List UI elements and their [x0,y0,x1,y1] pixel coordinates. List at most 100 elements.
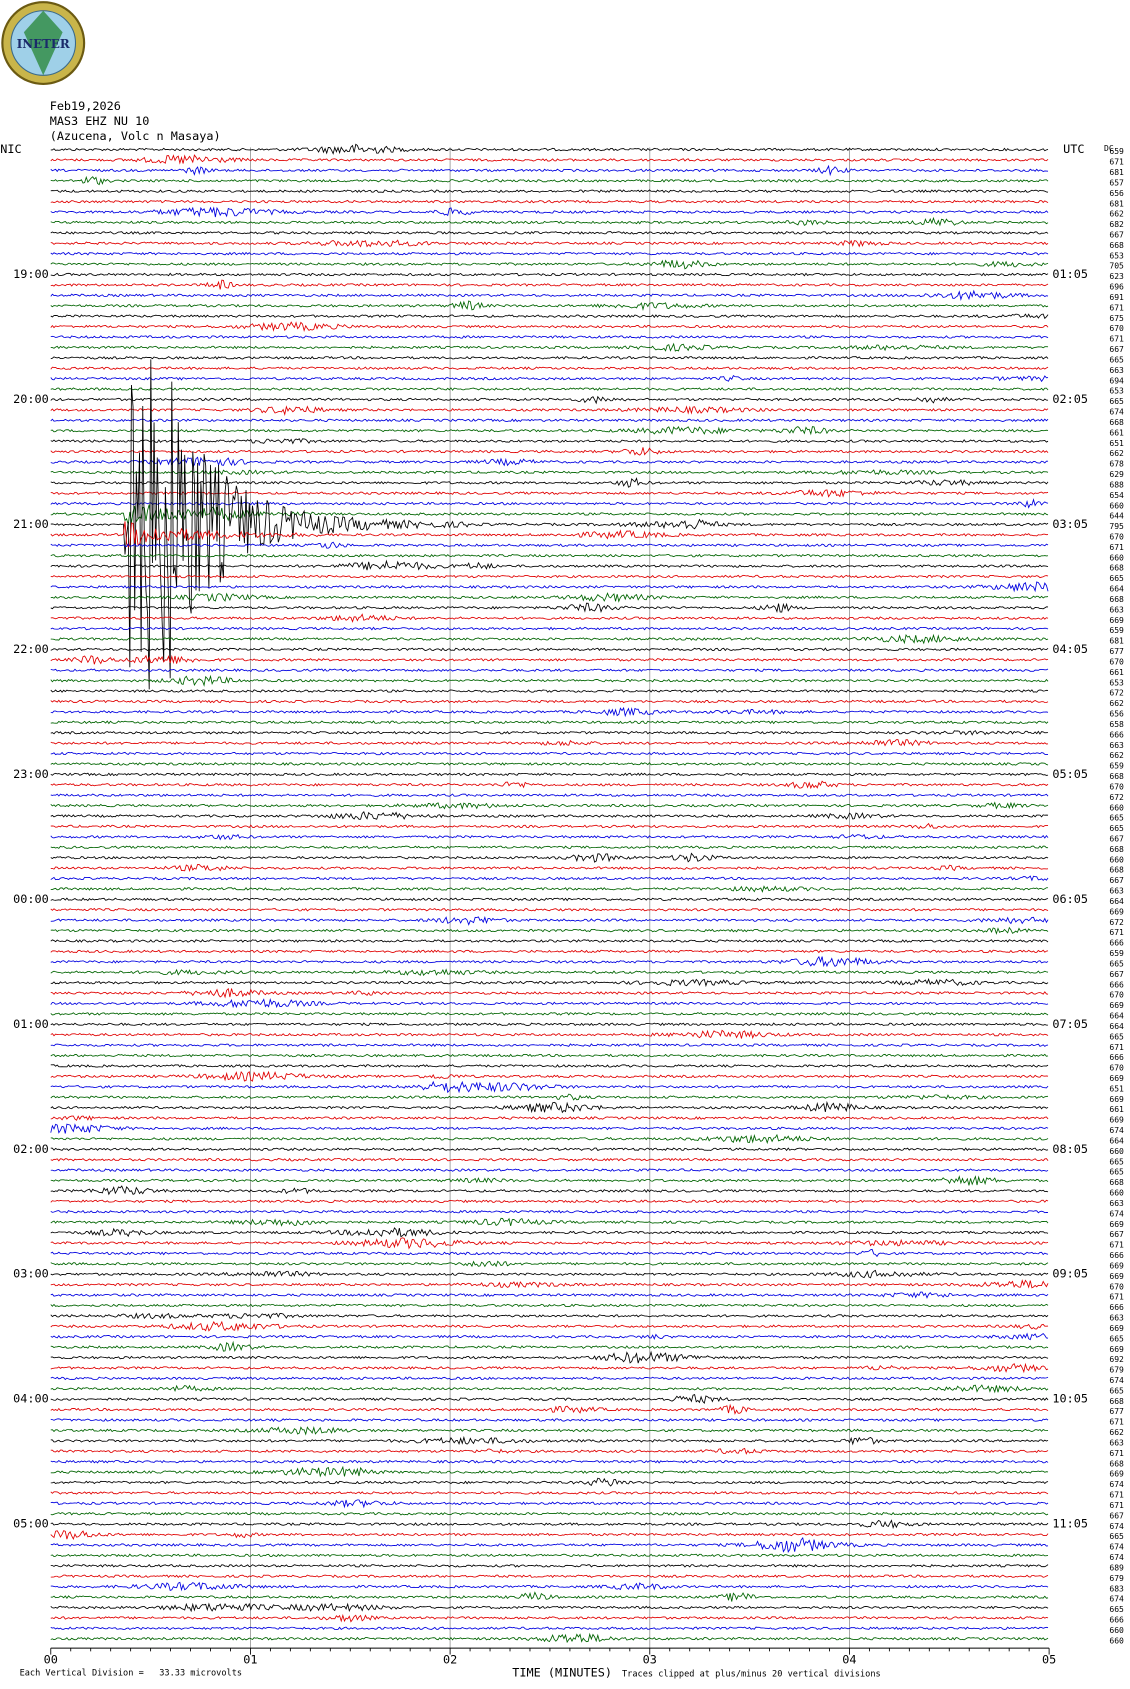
dc-value: 671 [1109,1418,1124,1427]
trace [50,1312,1049,1320]
trace [50,1632,1049,1644]
dc-value: 681 [1109,199,1124,208]
dc-value: 669 [1109,1095,1124,1104]
trace [50,199,1049,204]
dc-value: 688 [1109,480,1124,489]
date: Feb19,2026 [50,99,121,113]
dc-value: 656 [1109,189,1124,198]
trace [50,739,1049,747]
dc-value: 660 [1109,1147,1124,1156]
trace [50,1519,1049,1530]
dc-value: 668 [1109,1459,1124,1468]
trace [50,1147,1049,1152]
dc-value: 661 [1109,1105,1124,1114]
dc-value: 659 [1109,949,1124,958]
x-tick-label: 02 [443,1652,457,1666]
trace [50,1029,1049,1040]
trace [50,418,1049,423]
trace [50,1425,1049,1436]
dc-value: 662 [1109,449,1124,458]
trace [50,699,1049,704]
trace [50,833,1049,841]
local-time-label: 00:00 [13,892,49,906]
trace [50,426,1049,436]
dc-value: 671 [1109,1241,1124,1250]
trace [50,926,1049,935]
dc-value: 665 [1109,824,1124,833]
dc-value: 666 [1109,939,1124,948]
trace [50,1011,1049,1016]
dc-value: 669 [1109,1345,1124,1354]
dc-value: 663 [1109,1314,1124,1323]
trace [50,626,1049,631]
dc-value: 665 [1109,1168,1124,1177]
dc-value: 667 [1109,230,1124,239]
dc-value: 663 [1109,605,1124,614]
trace [50,845,1049,850]
logo-text: INETER [17,37,70,51]
dc-value: 663 [1109,1199,1124,1208]
dc-value: 653 [1109,251,1124,260]
dc-value: 653 [1109,678,1124,687]
trace [50,154,1049,165]
dc-value: 666 [1109,980,1124,989]
dc-value: 665 [1109,574,1124,583]
dc-value: 669 [1109,1001,1124,1010]
trace [50,1447,1049,1455]
trace [50,231,1049,235]
dc-value: 694 [1109,376,1124,385]
dc-value: 671 [1109,1501,1124,1510]
trace [50,1459,1049,1464]
trace [50,574,1049,579]
logo: INETER [1,1,86,85]
trace [50,793,1049,797]
trace [50,1227,1049,1238]
dc-value: 678 [1109,460,1124,469]
trace [50,438,1049,445]
dc-label: DC [1104,144,1114,153]
trace [50,469,1049,476]
local-time-label: 04:00 [13,1392,49,1406]
trace [50,504,1049,525]
x-axis-title: TIME (MINUTES) [512,1665,612,1679]
dc-value: 670 [1109,657,1124,666]
dc-value: 670 [1109,1064,1124,1073]
dc-value: 677 [1109,647,1124,656]
trace [50,1384,1049,1394]
dc-value: 672 [1109,918,1124,927]
trace [50,592,1049,603]
trace [50,1403,1049,1415]
trace [50,968,1049,976]
trace [50,1260,1049,1268]
trace [50,1418,1049,1422]
dc-value: 674 [1109,1522,1124,1531]
local-time-label: 02:00 [13,1142,49,1156]
dc-value: 623 [1109,272,1124,281]
dc-value: 669 [1109,1074,1124,1083]
dc-value: 674 [1109,1595,1124,1604]
dc-value: 665 [1109,1532,1124,1541]
dc-value: 671 [1109,158,1124,167]
dc-value: 671 [1109,1293,1124,1302]
dc-value: 670 [1109,324,1124,333]
trace [50,1043,1049,1048]
trace [50,751,1049,756]
dc-value: 661 [1109,428,1124,437]
dc-value: 671 [1109,543,1124,552]
dc-value: 668 [1109,845,1124,854]
dc-value: 669 [1109,616,1124,625]
trace [50,654,1049,665]
dc-value: 665 [1109,1334,1124,1343]
utc-time-label: 08:05 [1052,1142,1088,1156]
trace [50,559,1049,571]
location: (Azucena, Volc n Masaya) [50,129,221,143]
trace [50,1291,1049,1299]
trace [50,1376,1049,1381]
trace [50,1123,1049,1134]
trace [50,1080,1049,1094]
local-time-label: 23:00 [13,767,49,781]
trace [50,1350,1049,1364]
trace [50,875,1049,882]
trace [50,1574,1049,1579]
trace [50,175,1049,186]
